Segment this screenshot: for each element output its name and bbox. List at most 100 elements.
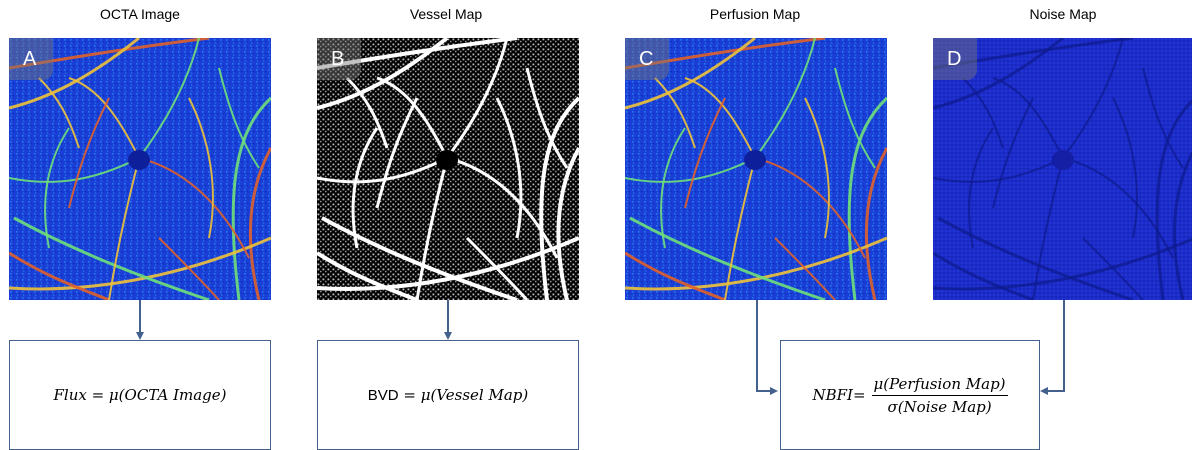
noise-map-image bbox=[933, 38, 1192, 300]
vessel-path bbox=[1032, 157, 1064, 300]
vessel-path bbox=[9, 251, 110, 300]
vessel-path bbox=[684, 97, 726, 209]
vessel-path bbox=[317, 236, 579, 291]
vessel-path bbox=[933, 251, 1034, 300]
vessel-path bbox=[465, 236, 529, 300]
vessel-path bbox=[629, 216, 826, 300]
vessel-path bbox=[231, 96, 271, 300]
vessel-path bbox=[317, 251, 418, 300]
panel-title-noise: Noise Map bbox=[1029, 6, 1097, 22]
vessel-path bbox=[321, 216, 518, 300]
vessel-path bbox=[654, 77, 696, 149]
vessel-path bbox=[138, 38, 200, 159]
vessel-path bbox=[375, 97, 419, 209]
arrow-noise-to-nbfi bbox=[1040, 300, 1065, 395]
vessel-path bbox=[446, 156, 559, 259]
panel-letter-badge bbox=[317, 38, 361, 80]
vessel-path bbox=[556, 147, 579, 300]
vessel-path bbox=[660, 127, 686, 249]
vessel-path bbox=[9, 38, 210, 70]
fovea-region bbox=[744, 150, 766, 170]
fovea-region bbox=[128, 150, 150, 170]
vessel-path bbox=[1112, 97, 1138, 239]
flux-formula-box: Flux = μ(OCTA Image) bbox=[9, 340, 271, 450]
vessel-path bbox=[415, 157, 449, 300]
vessel-path bbox=[68, 97, 110, 209]
vessel-path bbox=[317, 38, 449, 110]
panel-title-vessel: Vessel Map bbox=[409, 6, 483, 22]
panel-letter-b: B bbox=[331, 48, 345, 70]
vessel-path bbox=[138, 157, 250, 259]
vessel-path bbox=[445, 38, 509, 159]
vessel-path bbox=[625, 251, 726, 300]
panel-letter-badge bbox=[9, 38, 53, 80]
vessel-path bbox=[1062, 157, 1174, 259]
panel-letter-c: C bbox=[639, 48, 654, 70]
vessel-path bbox=[68, 77, 140, 159]
panel-letter-badge bbox=[625, 38, 669, 80]
octa-image bbox=[9, 38, 271, 300]
vessel-path bbox=[754, 157, 866, 259]
flux-formula: Flux = μ(OCTA Image) bbox=[53, 386, 227, 404]
vessel-path bbox=[9, 236, 271, 291]
vessel-path bbox=[9, 38, 140, 110]
octa-image-panel: A bbox=[9, 38, 271, 300]
vessel-path bbox=[834, 67, 876, 169]
vessel-path bbox=[968, 127, 994, 249]
nbfi-formula: NBFI = μ(Perfusion Map) σ(Noise Map) bbox=[812, 374, 1008, 416]
vessel-path bbox=[962, 77, 1004, 149]
nbfi-denominator: σ(Noise Map) bbox=[887, 397, 992, 416]
vessel-path bbox=[933, 237, 1192, 291]
panel-letter-badge bbox=[933, 38, 977, 80]
vessel-path bbox=[864, 147, 887, 300]
arrow-perfusion-to-nbfi bbox=[756, 300, 778, 395]
vessel-map-image bbox=[317, 38, 579, 300]
vessel-path bbox=[218, 67, 260, 169]
vessel-path bbox=[625, 38, 756, 110]
bvd-formula-box: BVD = μ(Vessel Map) bbox=[317, 340, 579, 450]
vessel-path bbox=[13, 216, 210, 300]
vessel-path bbox=[44, 127, 70, 249]
perfusion-map-panel: C bbox=[625, 38, 887, 300]
vessel-path bbox=[847, 96, 887, 300]
vessel-path bbox=[351, 127, 379, 249]
vessel-path bbox=[188, 97, 214, 239]
nbfi-formula-box: NBFI = μ(Perfusion Map) σ(Noise Map) bbox=[780, 340, 1040, 450]
panel-letter-d: D bbox=[947, 48, 962, 70]
vessel-map-panel: B bbox=[317, 38, 579, 300]
noise-map-panel: D bbox=[933, 38, 1192, 300]
vessel-path bbox=[625, 236, 887, 291]
vessel-path bbox=[248, 147, 271, 300]
vessel-path bbox=[754, 38, 816, 159]
vessel-path bbox=[376, 76, 449, 159]
vessel-path bbox=[684, 77, 756, 159]
bvd-formula: BVD = μ(Vessel Map) bbox=[367, 386, 529, 404]
vessel-path bbox=[774, 237, 836, 300]
vessel-path bbox=[724, 157, 756, 300]
vessel-path bbox=[992, 97, 1034, 209]
vessel-path bbox=[1082, 237, 1144, 300]
fovea-region bbox=[1052, 150, 1074, 170]
nbfi-numerator: μ(Perfusion Map) bbox=[871, 375, 1008, 396]
vessel-path bbox=[38, 77, 80, 149]
vessel-path bbox=[317, 38, 518, 70]
vessel-path bbox=[625, 38, 826, 70]
vessel-path bbox=[1155, 98, 1192, 300]
vessel-path bbox=[539, 96, 579, 300]
fovea-region bbox=[436, 150, 458, 170]
vessel-path bbox=[495, 97, 523, 239]
vessel-path bbox=[345, 76, 389, 149]
vessel-path bbox=[108, 157, 140, 300]
perfusion-map-image bbox=[625, 38, 887, 300]
vessel-path bbox=[937, 216, 1134, 300]
vessel-path bbox=[525, 67, 569, 169]
vessel-path bbox=[933, 38, 1134, 70]
panel-letter-a: A bbox=[23, 48, 37, 70]
panel-title-perfusion: Perfusion Map bbox=[709, 6, 801, 22]
vessel-path bbox=[992, 77, 1064, 159]
vessel-path bbox=[1142, 67, 1184, 169]
vessel-path bbox=[933, 38, 1064, 110]
vessel-path bbox=[1172, 150, 1192, 300]
vessel-path bbox=[1062, 38, 1124, 159]
panel-title-octa: OCTA Image bbox=[100, 6, 180, 22]
